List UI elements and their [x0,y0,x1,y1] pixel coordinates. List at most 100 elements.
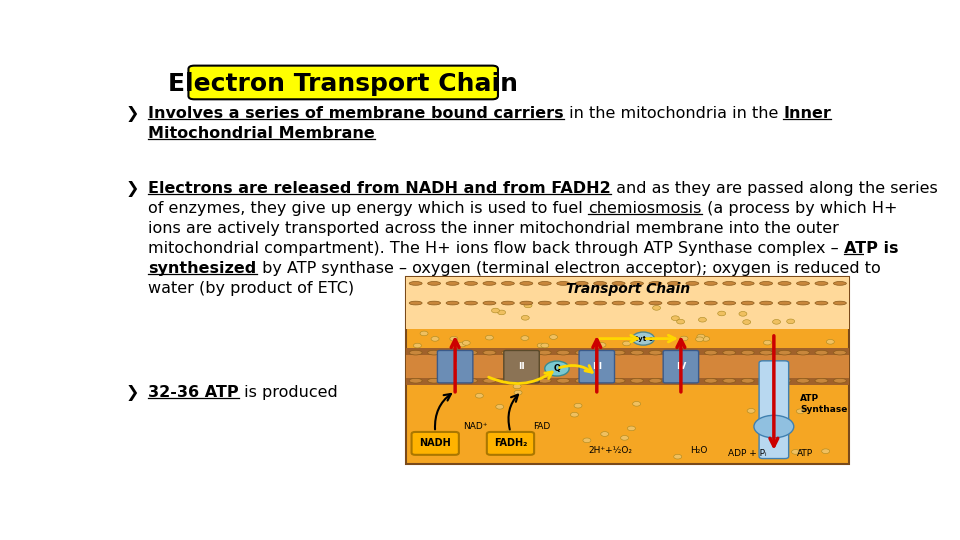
Text: ❯: ❯ [126,385,139,401]
Ellipse shape [631,301,643,305]
Ellipse shape [815,281,828,285]
Ellipse shape [483,281,496,285]
Ellipse shape [685,281,699,285]
Ellipse shape [739,312,747,316]
Ellipse shape [521,315,529,320]
Text: Electron Transport Chain: Electron Transport Chain [168,71,518,96]
Ellipse shape [427,281,441,285]
Text: water (by product of ETC): water (by product of ETC) [148,281,354,296]
Ellipse shape [649,350,661,355]
Ellipse shape [685,379,699,383]
Ellipse shape [649,301,661,305]
Text: Inner: Inner [783,106,831,122]
Ellipse shape [507,433,515,437]
Text: chemiosmosis: chemiosmosis [588,201,702,216]
Ellipse shape [667,301,681,305]
Ellipse shape [501,281,515,285]
FancyBboxPatch shape [579,350,614,383]
Text: H₂O: H₂O [690,446,708,455]
Ellipse shape [465,350,477,355]
FancyArrowPatch shape [489,372,552,383]
Text: and as they are passed along the series: and as they are passed along the series [611,181,938,196]
Ellipse shape [697,334,705,339]
Text: (a process by which H+: (a process by which H+ [702,201,897,216]
Ellipse shape [674,454,682,459]
FancyBboxPatch shape [406,348,849,355]
Ellipse shape [680,336,688,341]
Ellipse shape [593,350,607,355]
Ellipse shape [741,379,755,383]
Ellipse shape [539,379,551,383]
Ellipse shape [431,336,439,341]
FancyBboxPatch shape [759,361,789,458]
Ellipse shape [465,281,477,285]
Ellipse shape [797,409,804,414]
Ellipse shape [649,281,661,285]
Ellipse shape [520,301,533,305]
Ellipse shape [446,281,459,285]
FancyBboxPatch shape [438,350,473,383]
Ellipse shape [741,350,755,355]
Ellipse shape [409,379,422,383]
Ellipse shape [677,319,684,324]
Ellipse shape [612,350,625,355]
Ellipse shape [446,379,459,383]
Ellipse shape [773,320,780,324]
Ellipse shape [833,301,847,305]
Text: Transport Chain: Transport Chain [565,282,690,296]
Ellipse shape [759,281,773,285]
FancyBboxPatch shape [663,350,699,383]
Ellipse shape [513,384,521,389]
Ellipse shape [685,301,699,305]
Ellipse shape [779,379,791,383]
Ellipse shape [633,332,655,345]
Ellipse shape [593,301,607,305]
Text: ATP
Synthase: ATP Synthase [801,394,848,414]
Text: Electrons are released from NADH and from FADH2: Electrons are released from NADH and fro… [148,181,611,196]
Ellipse shape [463,341,470,345]
Text: NAD⁺: NAD⁺ [463,422,488,431]
Ellipse shape [620,436,629,440]
Ellipse shape [570,413,579,417]
Text: mitochondrial compartment). The H+ ions flow back through ATP Synthase complex –: mitochondrial compartment). The H+ ions … [148,241,844,256]
Ellipse shape [475,393,483,398]
Ellipse shape [501,350,515,355]
Ellipse shape [465,379,477,383]
Ellipse shape [593,379,607,383]
Ellipse shape [759,379,773,383]
Text: ADP + Pᵢ: ADP + Pᵢ [728,449,767,458]
Ellipse shape [741,301,755,305]
Ellipse shape [763,340,772,345]
FancyBboxPatch shape [412,432,459,455]
Ellipse shape [458,342,466,347]
Ellipse shape [583,438,591,443]
Ellipse shape [705,350,717,355]
Ellipse shape [623,341,631,346]
Ellipse shape [574,403,582,408]
Ellipse shape [539,350,551,355]
Ellipse shape [520,350,533,355]
Ellipse shape [667,350,681,355]
Ellipse shape [492,308,499,313]
Ellipse shape [741,281,755,285]
Ellipse shape [792,450,800,454]
Text: ❯: ❯ [126,181,139,197]
Ellipse shape [833,379,847,383]
Ellipse shape [696,337,704,342]
FancyArrowPatch shape [509,395,518,429]
Ellipse shape [497,310,506,315]
Ellipse shape [754,415,794,438]
Ellipse shape [631,281,643,285]
Ellipse shape [628,426,636,431]
Ellipse shape [612,281,625,285]
Ellipse shape [575,301,588,305]
FancyBboxPatch shape [406,277,849,464]
Text: ATP is: ATP is [844,241,899,256]
Ellipse shape [557,379,569,383]
Text: Involves a series of membrane bound carriers: Involves a series of membrane bound carr… [148,106,564,122]
Ellipse shape [815,350,828,355]
Ellipse shape [631,379,643,383]
Ellipse shape [723,379,735,383]
Ellipse shape [649,379,661,383]
Text: Mitochondrial Membrane: Mitochondrial Membrane [148,126,375,141]
